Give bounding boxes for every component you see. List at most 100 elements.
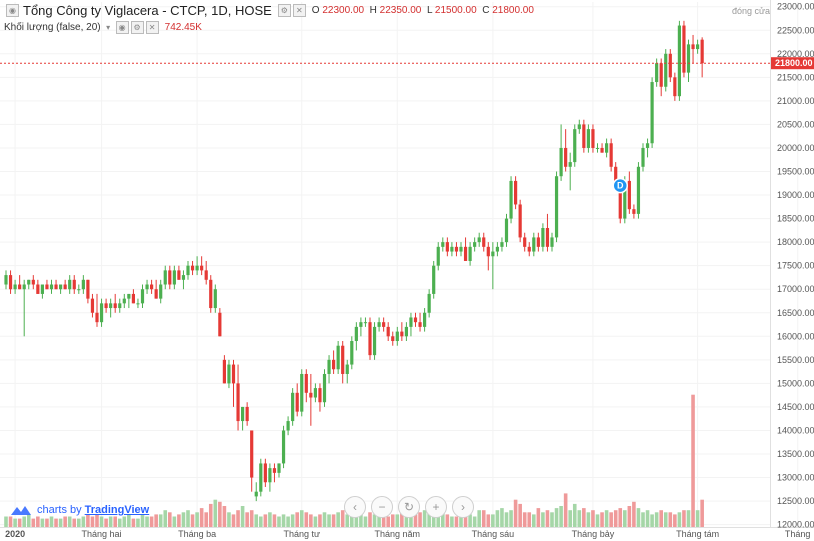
tradingview-branding[interactable]: charts by TradingView xyxy=(10,503,149,517)
candle-body xyxy=(68,279,72,290)
candle xyxy=(541,223,545,252)
candle-body xyxy=(486,246,490,257)
scroll-left-button[interactable]: ‹ xyxy=(344,496,366,518)
ohlc-high-value: 22350.00 xyxy=(379,5,422,16)
candle xyxy=(18,275,22,290)
zoom-out-button[interactable]: − xyxy=(371,496,393,518)
volume-legend: Khối lượng (false, 20) ▾ ◉ ⚙ ✕ 742.45K xyxy=(4,21,202,34)
chevron-down-icon[interactable]: ▾ xyxy=(106,23,111,32)
candle-body xyxy=(295,392,299,412)
candle xyxy=(218,308,222,337)
volume-bars xyxy=(4,394,704,527)
candle-body xyxy=(641,147,645,167)
volume-bar xyxy=(381,516,386,527)
candle-body xyxy=(250,430,254,478)
time-tick-label: 2020 xyxy=(5,529,25,539)
settings-icon[interactable]: ⚙ xyxy=(277,4,291,17)
eye-icon[interactable]: ◉ xyxy=(115,21,129,34)
candle xyxy=(304,369,308,403)
volume-bar xyxy=(477,510,481,527)
candle-body xyxy=(500,242,504,247)
volume-bar xyxy=(559,506,563,527)
volume-bar xyxy=(541,512,545,527)
candle xyxy=(359,317,363,337)
candle-body xyxy=(459,246,463,252)
candle-body xyxy=(168,270,172,285)
symbol-title: Tổng Công ty Viglacera - CTCP, 1D, HOSE xyxy=(23,3,272,18)
volume-bar xyxy=(331,514,336,527)
zoom-in-button[interactable]: + xyxy=(425,496,447,518)
close-icon[interactable]: ✕ xyxy=(145,21,159,34)
candle xyxy=(272,463,277,483)
volume-bar xyxy=(450,516,454,527)
volume-bar xyxy=(400,512,404,527)
candle-body xyxy=(509,180,513,219)
candle xyxy=(386,322,390,342)
candle-body xyxy=(95,312,99,323)
candle xyxy=(423,308,427,332)
volume-bar xyxy=(509,510,513,527)
volume-bar xyxy=(295,512,299,527)
candle-body xyxy=(463,246,468,261)
candle xyxy=(209,275,213,313)
candle-body xyxy=(495,246,499,252)
volume-bar xyxy=(472,516,477,527)
candle-body xyxy=(327,359,331,374)
candle-body xyxy=(605,143,609,153)
candle xyxy=(450,242,454,257)
volume-bar xyxy=(459,514,463,527)
candle xyxy=(564,129,568,172)
volume-bar xyxy=(668,512,673,527)
candle xyxy=(400,322,404,342)
candle xyxy=(350,336,354,370)
candle-body xyxy=(177,270,181,280)
eye-icon[interactable]: ◉ xyxy=(6,4,19,17)
candle xyxy=(586,124,590,153)
ohlc-low-label: L xyxy=(426,5,433,16)
dividend-marker[interactable]: D xyxy=(612,177,628,194)
candle-body xyxy=(90,298,95,313)
volume-bar xyxy=(45,518,49,527)
volume-bar xyxy=(327,514,331,527)
candle-body xyxy=(163,270,167,285)
volume-bar xyxy=(136,518,140,527)
volume-bar xyxy=(168,512,172,527)
volume-bar xyxy=(318,514,322,527)
branding-name[interactable]: TradingView xyxy=(84,504,150,516)
closing-label: đóng cửa xyxy=(732,6,770,16)
volume-bar xyxy=(481,510,486,527)
volume-bar xyxy=(77,518,81,527)
price-tick-label: 19000.00 xyxy=(777,190,814,200)
volume-bar xyxy=(127,514,131,527)
volume-bar xyxy=(263,514,268,527)
candle-body xyxy=(109,303,113,309)
close-icon[interactable]: ✕ xyxy=(292,4,306,17)
candle-body xyxy=(636,166,641,214)
candle xyxy=(291,388,295,426)
candle-body xyxy=(54,284,58,290)
time-axis[interactable]: 2020 Tháng hai Tháng ba Tháng tư Tháng năm Th… xyxy=(5,529,810,539)
volume-bar xyxy=(172,516,177,527)
settings-icon[interactable]: ⚙ xyxy=(130,21,144,34)
candle-body xyxy=(623,180,627,219)
candle xyxy=(250,430,254,492)
candle-body xyxy=(291,392,295,422)
volume-bar xyxy=(177,514,181,527)
candle xyxy=(172,265,176,290)
reset-button[interactable]: ↻ xyxy=(398,496,420,518)
candle-body xyxy=(140,289,145,304)
volume-bar xyxy=(67,516,72,527)
volume-bar xyxy=(190,514,195,527)
candle-body xyxy=(81,279,85,290)
candle xyxy=(136,298,140,309)
volume-bar xyxy=(600,512,604,527)
last-price-tag: 21800.00 xyxy=(771,57,814,70)
candle xyxy=(445,237,449,257)
volume-bar xyxy=(313,516,318,527)
volume-bar xyxy=(259,516,263,527)
scroll-right-button[interactable]: › xyxy=(452,496,474,518)
price-axis[interactable]: 12000.00 12500.00 13000.00 13500.00 14000.00… xyxy=(777,2,814,530)
ohlc-open-value: 22300.00 xyxy=(322,5,365,16)
volume-bar xyxy=(40,518,45,527)
